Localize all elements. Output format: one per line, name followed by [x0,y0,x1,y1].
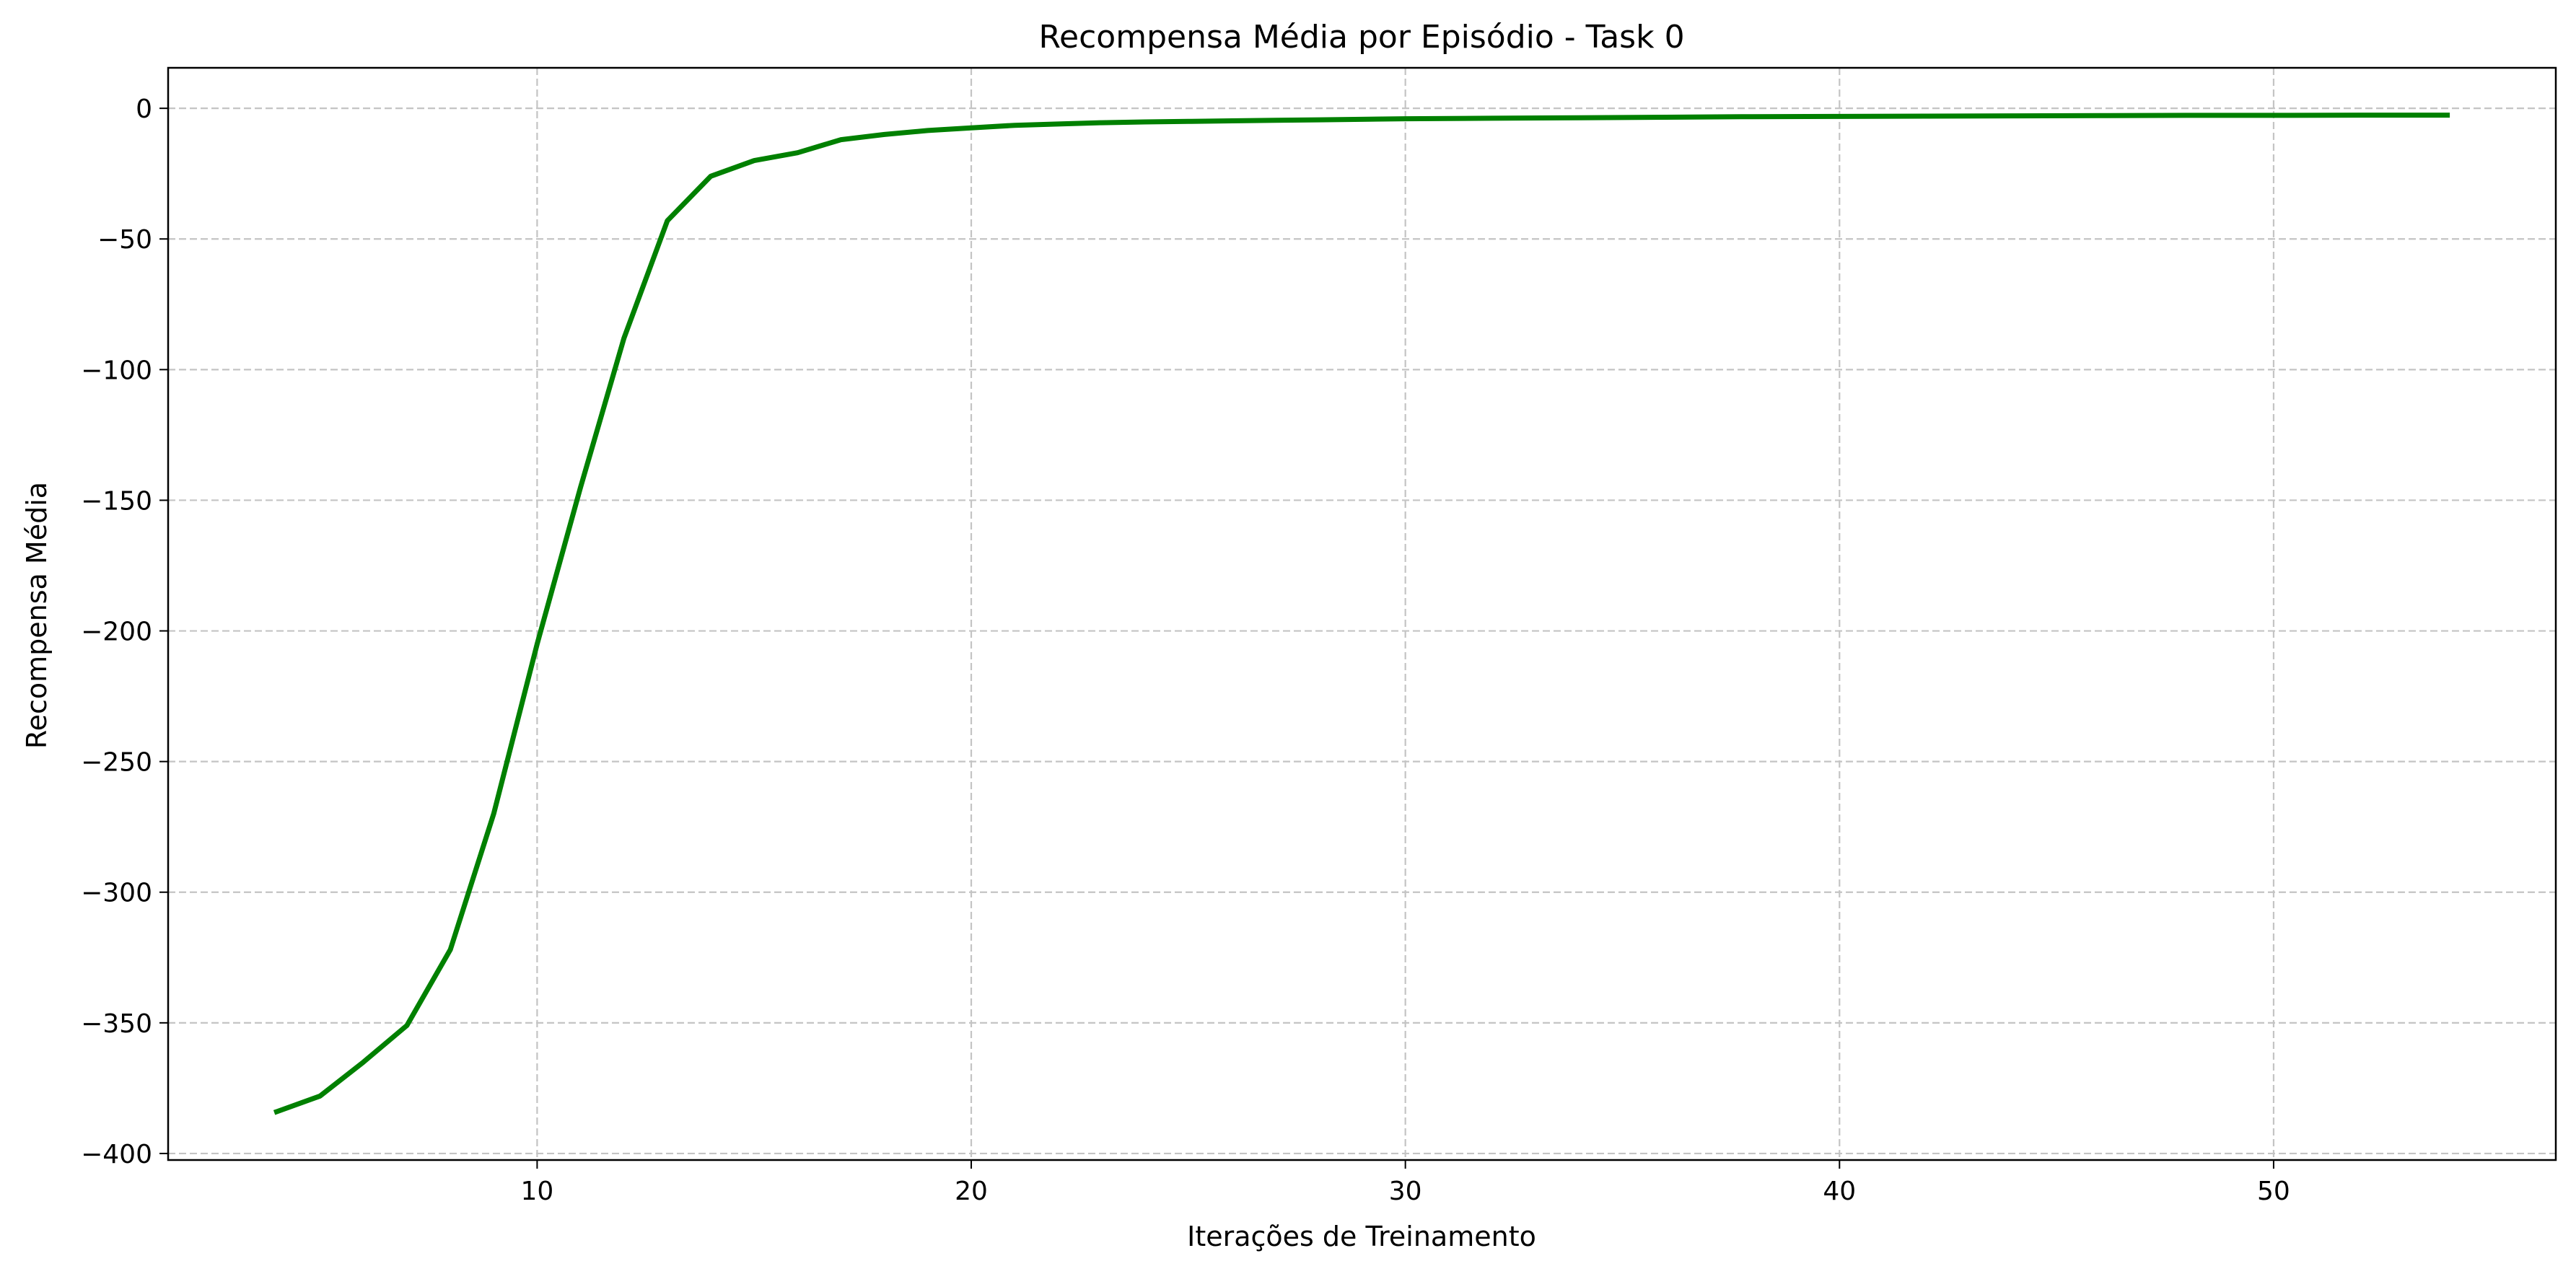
y-axis-label: Recompensa Média [21,482,53,749]
y-tick-label: −50 [97,225,152,255]
y-tick-label: −150 [81,486,152,516]
grid-layer [168,68,2556,1160]
y-tick-label: −200 [81,618,152,647]
x-tick-label: 10 [520,1177,553,1206]
series-line [273,113,2450,1115]
x-tick-label: 20 [955,1177,988,1206]
chart-title: Recompensa Média por Episódio - Task 0 [1038,19,1684,56]
y-tick-label: −100 [81,356,152,385]
plot-frame [167,66,2557,1161]
y-tick-label: −250 [81,748,152,778]
x-tick-label: 30 [1389,1177,1422,1206]
y-tick-label: −350 [81,1009,152,1039]
tick-layer: 10 20 30 40 50 0 −50 −100 −150 −200 −250 −300 −350 −4… [81,95,2290,1206]
x-axis-label: Iterações de Treinamento [1187,1221,1536,1252]
y-tick-label: −400 [81,1140,152,1169]
y-tick-label: 0 [136,95,152,124]
y-tick-label: −300 [81,879,152,908]
series-layer [273,113,2450,1115]
x-tick-label: 50 [2257,1177,2290,1206]
x-tick-label: 40 [1823,1177,1856,1206]
